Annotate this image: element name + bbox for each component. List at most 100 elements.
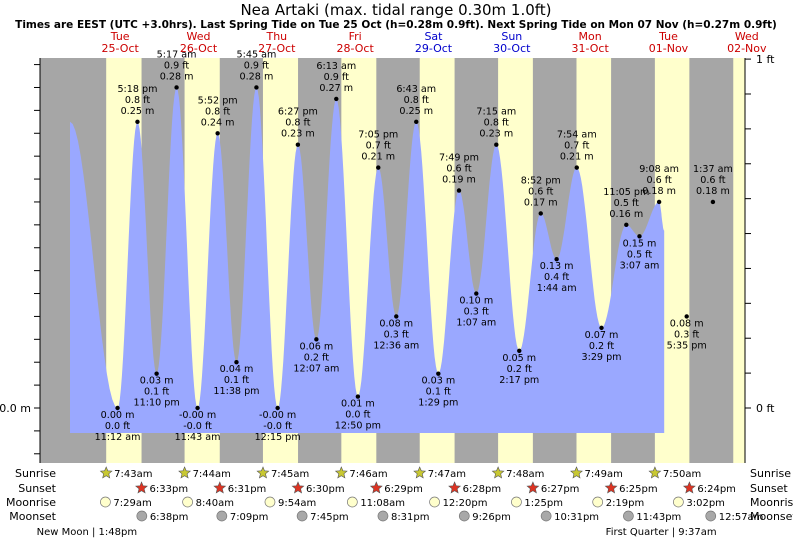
tide-label: 0.03 m xyxy=(140,376,174,387)
axes: 0.0 m 0 ft 1 ft xyxy=(0,53,775,463)
tide-point xyxy=(517,348,522,353)
y-tick-label-left: 0.0 m xyxy=(0,402,31,415)
sunrise-icon xyxy=(570,466,583,479)
sunrise-time: 7:49am xyxy=(584,469,622,480)
moonrise-time: 2:19pm xyxy=(606,498,645,509)
tide-label: 7:54 am xyxy=(557,130,597,141)
moonrise-icon xyxy=(429,496,440,508)
tide-point xyxy=(684,314,689,319)
tide-label: 0.27 m xyxy=(319,83,353,94)
tide-label: 3:29 pm xyxy=(581,352,621,363)
high-tide: 6:27 pm0.8 ft0.23 m xyxy=(278,107,318,147)
moonrise-icon xyxy=(346,496,358,508)
day-weekday: Tue xyxy=(110,30,130,43)
tide-point xyxy=(174,85,179,90)
moonset-icon xyxy=(296,510,308,522)
day-weekday: Fri xyxy=(349,30,362,43)
moonset-time: 7:09pm xyxy=(230,512,269,523)
tide-label: 0.08 m xyxy=(379,318,413,329)
tide-label: 0.19 m xyxy=(442,175,476,186)
tide-label: 0.5 ft xyxy=(627,249,653,260)
tide-label: 0.28 m xyxy=(240,71,274,82)
row-label-left: Moonrise xyxy=(6,496,56,509)
tide-point xyxy=(599,325,604,331)
tide-point xyxy=(334,96,339,102)
tide-point xyxy=(195,405,200,411)
row-label-left: Moonset xyxy=(9,510,56,523)
tide-label: 0.21 m xyxy=(361,152,395,163)
tide-point xyxy=(414,119,419,125)
high-tide: 5:17 am0.9 ft0.28 m xyxy=(157,49,196,90)
tide-label: 5:52 pm xyxy=(198,95,238,106)
tide-label: 0.2 ft xyxy=(589,341,615,352)
tide-label: 9:08 am xyxy=(639,164,679,175)
tide-label: 1:44 am xyxy=(537,283,577,294)
day-weekday: Thu xyxy=(265,30,287,43)
tide-label: 0.0 ft xyxy=(345,410,371,421)
tide-label: 0.07 m xyxy=(585,330,619,341)
tide-label: 0.23 m xyxy=(479,129,513,140)
row-label-right: Sunrise xyxy=(750,467,791,480)
tide-label: 12:50 pm xyxy=(335,421,381,432)
tide-label: 12:07 am xyxy=(293,363,339,374)
tide-label: 11:12 am xyxy=(95,432,141,443)
tide-label: 0.04 m xyxy=(220,364,254,375)
moon-phase-label: First Quarter | 9:37am xyxy=(606,527,717,538)
tide-curve-area xyxy=(70,87,665,433)
high-tide: 7:54 am0.7 ft0.21 m xyxy=(557,130,597,170)
chart-subtitle: Times are EEST (UTC +3.0hrs). Last Sprin… xyxy=(15,19,777,31)
daylight-band xyxy=(733,58,745,463)
sunrise-time: 7:47am xyxy=(428,469,466,480)
moonset-icon xyxy=(705,510,717,522)
day-date: 31-Oct xyxy=(571,42,609,55)
high-tide: 7:15 am0.8 ft0.23 m xyxy=(476,107,516,147)
day-date: 01-Nov xyxy=(649,42,689,55)
high-tide: 7:49 pm0.6 ft0.19 m xyxy=(439,153,479,193)
sunrise-time: 7:46am xyxy=(349,469,387,480)
low-tide: 0.03 m0.1 ft1:29 pm xyxy=(418,371,458,409)
sunset-icon xyxy=(526,481,540,494)
sunset-time: 6:25pm xyxy=(619,484,658,495)
tide-point xyxy=(115,405,120,411)
sunrise-icon xyxy=(99,466,113,479)
sunset-time: 6:31pm xyxy=(228,484,267,495)
tide-label: 0.24 m xyxy=(201,117,235,128)
tide-label: 0.05 m xyxy=(502,353,536,364)
day-date: 29-Oct xyxy=(415,42,453,55)
tide-label: 0.18 m xyxy=(642,186,676,197)
tide-label: 0.18 m xyxy=(696,186,730,197)
tide-point xyxy=(494,142,499,147)
moonset-icon xyxy=(216,510,228,522)
tide-label: 0.03 m xyxy=(421,376,455,387)
tide-point xyxy=(154,371,159,376)
tide-label: 11:05 pm xyxy=(603,187,649,198)
moonrise-icon xyxy=(592,496,604,508)
low-tide: 0.07 m0.2 ft3:29 pm xyxy=(581,325,622,363)
high-tide: 6:13 am0.9 ft0.27 m xyxy=(316,61,356,102)
tide-point xyxy=(624,222,629,228)
chart-title: Nea Artaki (max. tidal range 0.30m 1.0ft… xyxy=(240,1,551,19)
tide-label: 2:17 pm xyxy=(499,375,539,386)
tide-label: 0.6 ft xyxy=(646,175,672,186)
tide-label: 0.6 ft xyxy=(700,175,726,186)
tide-point xyxy=(554,256,559,262)
y-tick-label-right: 1 ft xyxy=(756,53,775,66)
tide-label: 5:18 pm xyxy=(117,84,157,95)
row-label-right: Sunset xyxy=(750,482,788,495)
tide-point xyxy=(234,360,239,365)
moonrise-time: 8:40am xyxy=(196,498,234,509)
tide-label: 0.1 ft xyxy=(144,387,170,398)
tide-label: 0.2 ft xyxy=(507,364,533,375)
tide-point xyxy=(254,85,259,90)
tide-label: 1:07 am xyxy=(456,318,496,329)
low-tide: 0.10 m0.3 ft1:07 am xyxy=(456,291,496,329)
moonrise-time: 3:02pm xyxy=(686,498,725,509)
tide-label: 0.3 ft xyxy=(674,329,700,340)
sunrise-time: 7:43am xyxy=(114,469,152,480)
